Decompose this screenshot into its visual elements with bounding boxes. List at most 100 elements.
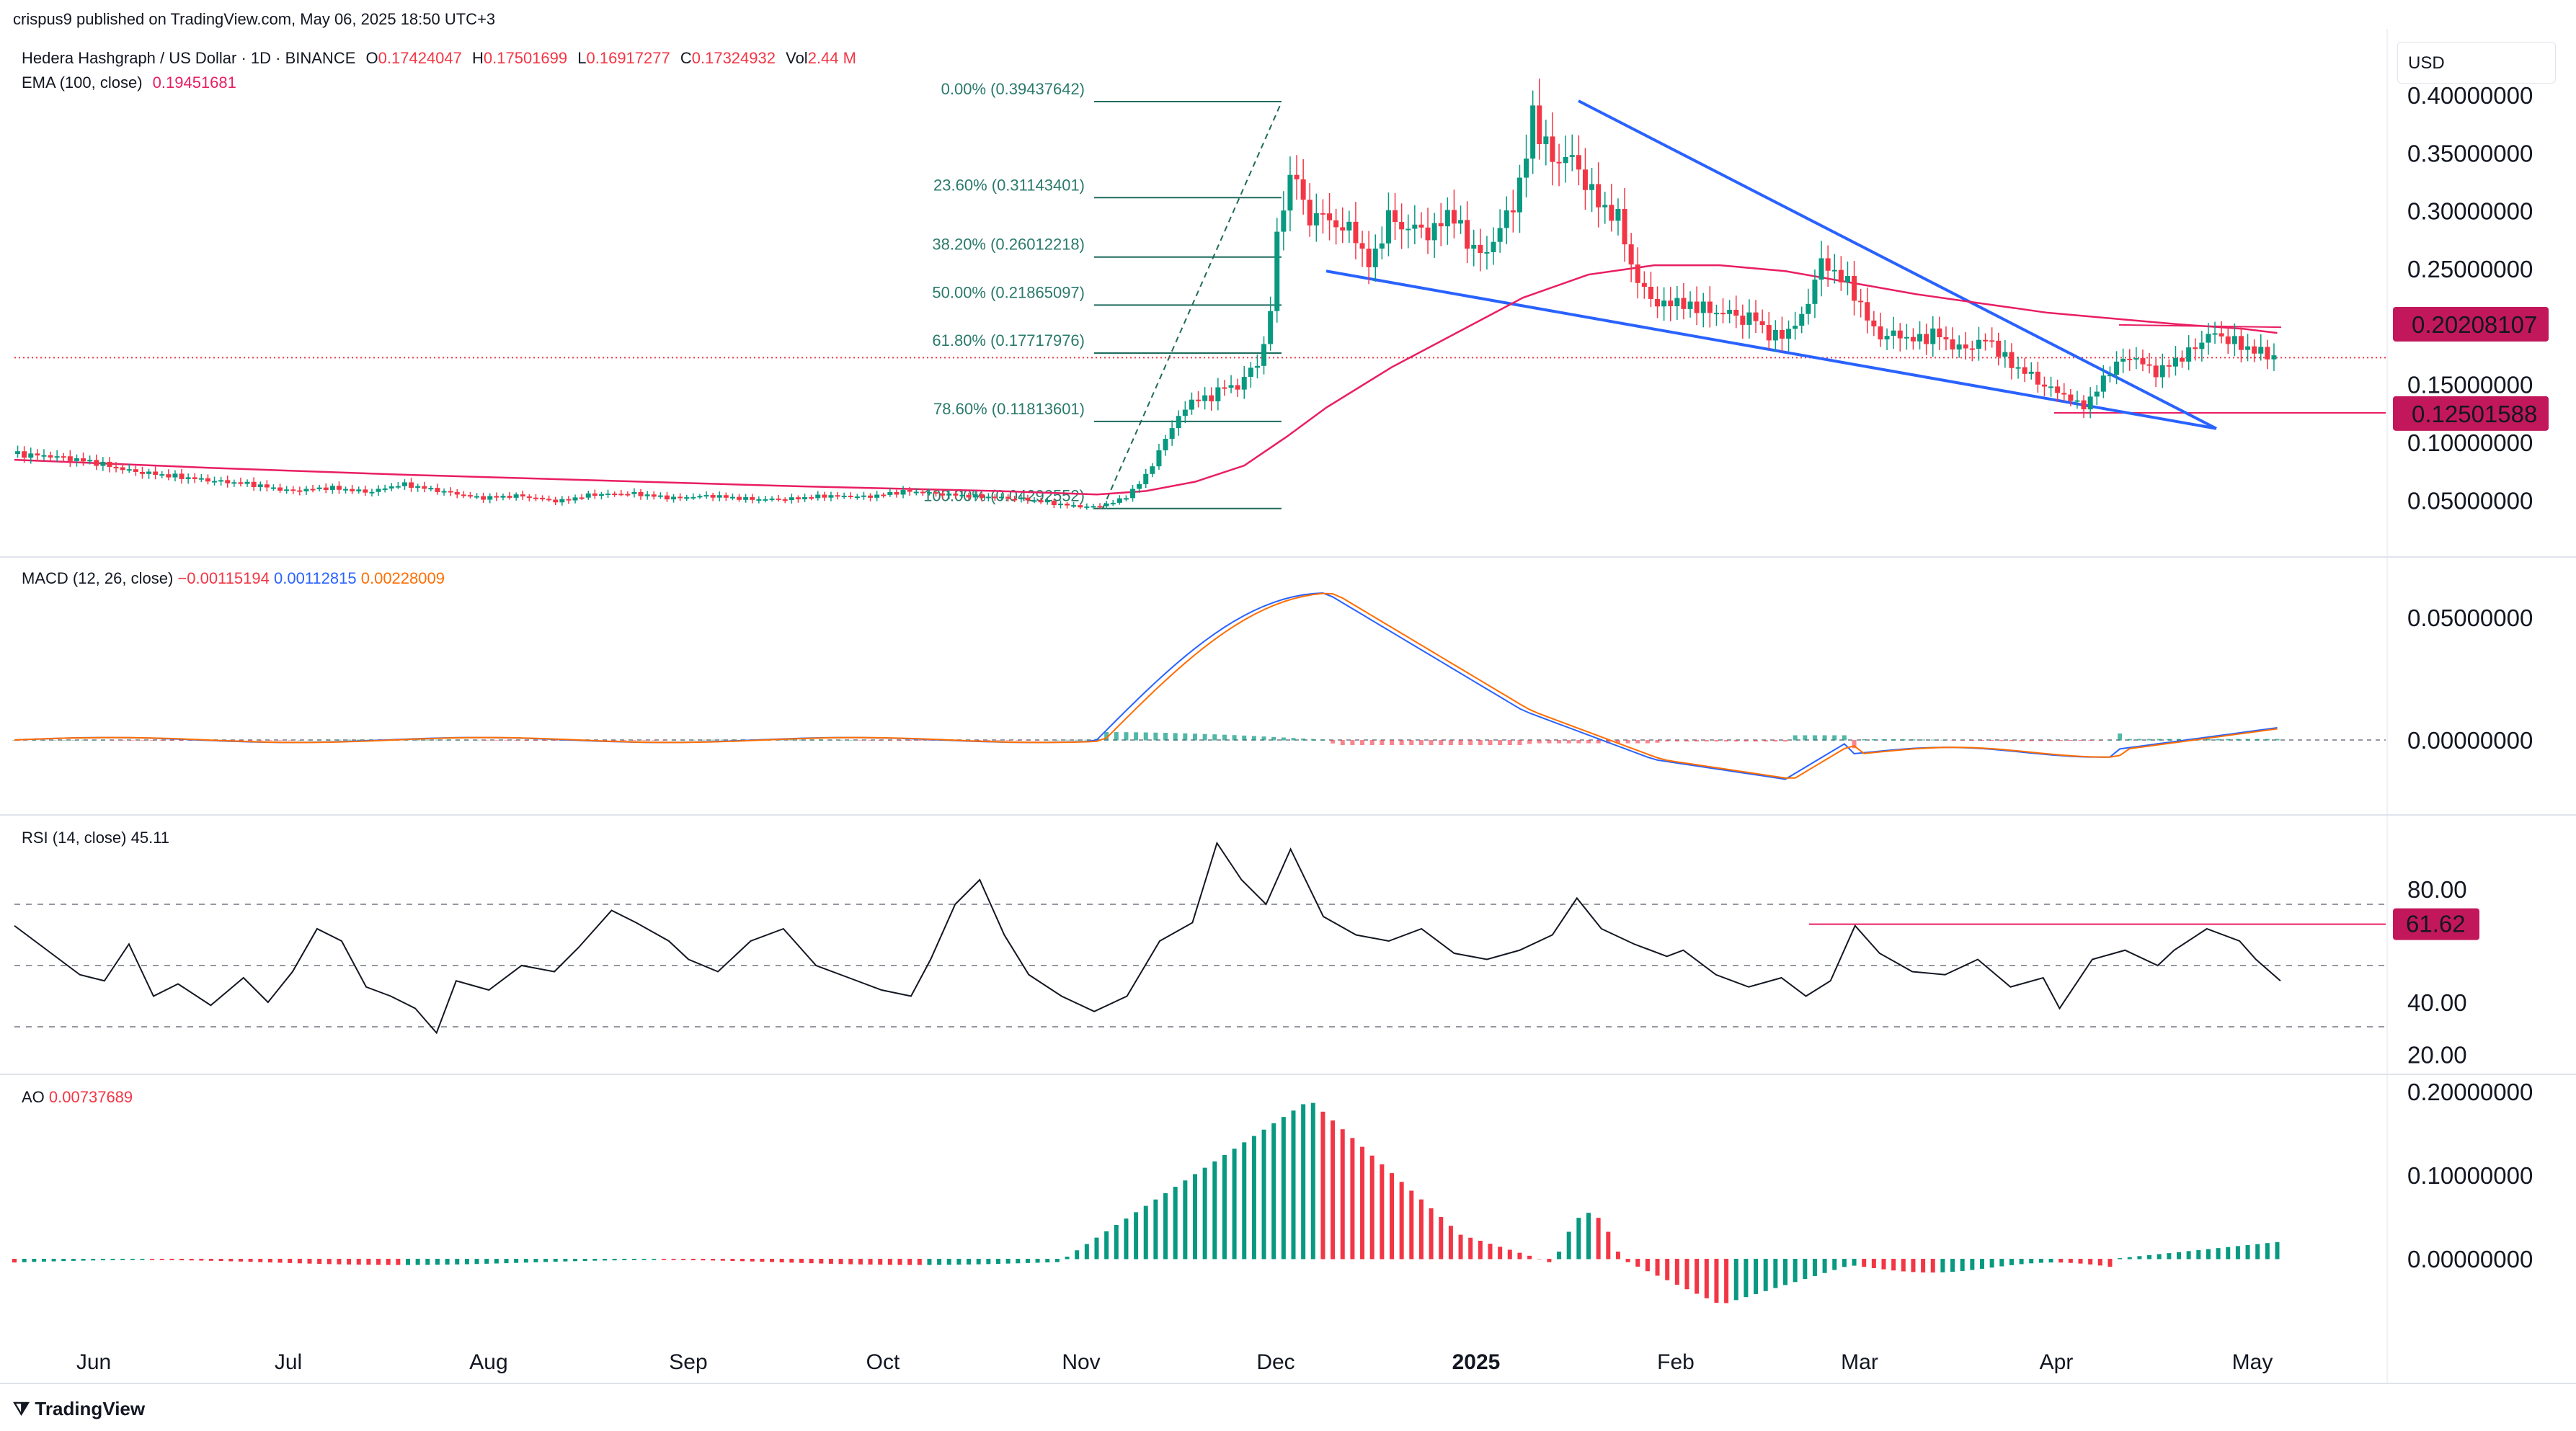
candle-body <box>1346 221 1352 231</box>
candle-body <box>841 495 847 497</box>
candle-body <box>487 496 493 500</box>
candle-body <box>2055 386 2061 393</box>
ao-bar <box>1733 1259 1738 1301</box>
time-tick-label: Nov <box>1062 1350 1100 1374</box>
candle-body <box>376 489 381 492</box>
candle-body <box>1812 280 1818 304</box>
macd-histogram-bar <box>1645 740 1650 744</box>
ao-bar <box>603 1259 607 1261</box>
ao-bar <box>927 1259 932 1265</box>
candle-body <box>743 496 749 500</box>
ao-bar <box>1989 1259 1994 1268</box>
ao-bar <box>1871 1259 1876 1268</box>
ao-bar <box>1793 1259 1798 1283</box>
macd-histogram-bar <box>641 740 647 741</box>
candle-body <box>1576 155 1581 170</box>
candle-body <box>74 458 79 461</box>
macd-histogram-bar <box>1871 739 1876 741</box>
ao-bar <box>1350 1138 1355 1260</box>
macd-histogram-bar <box>2078 740 2083 741</box>
candle-body <box>1924 334 1929 344</box>
candle-body <box>494 496 499 498</box>
time-tick-label: Dec <box>1256 1350 1294 1374</box>
ao-bar <box>2137 1256 2142 1260</box>
macd-histogram-bar <box>1478 740 1483 746</box>
ao-bar <box>1222 1155 1227 1260</box>
macd-legend[interactable]: MACD (12, 26, close) −0.00115194 0.00112… <box>22 569 445 588</box>
ao-bar <box>1488 1244 1493 1260</box>
rsi-legend[interactable]: RSI (14, close) 45.11 <box>22 829 169 847</box>
ao-bar <box>2235 1246 2240 1260</box>
ao-bar <box>1773 1259 1778 1288</box>
macd-histogram-bar <box>1193 734 1197 741</box>
candle-body <box>1202 395 1208 401</box>
candle-body <box>2061 393 2067 395</box>
candle-body <box>1530 105 1536 159</box>
macd-histogram-bar <box>848 739 853 741</box>
macd-histogram-bar <box>445 739 450 741</box>
macd-histogram-bar <box>1163 733 1168 741</box>
ao-bar <box>661 1259 666 1260</box>
macd-histogram-bar <box>1202 734 1207 741</box>
ao-bar <box>1016 1259 1021 1264</box>
ao-bar <box>307 1259 312 1264</box>
candle-body <box>1516 177 1522 213</box>
ao-bar <box>2009 1259 2014 1265</box>
candle-body <box>126 469 132 471</box>
ao-bar <box>533 1259 538 1262</box>
candle-body <box>900 489 906 495</box>
currency-button[interactable]: USD <box>2397 42 2556 84</box>
macd-histogram-bar <box>1281 737 1286 741</box>
candle-body <box>382 488 388 490</box>
ao-bar <box>1665 1259 1670 1280</box>
symbol-title[interactable]: Hedera Hashgraph / US Dollar · 1D · BINA… <box>22 49 356 67</box>
ao-bar <box>110 1259 115 1260</box>
macd-histogram-bar <box>277 740 283 741</box>
ao-bar <box>51 1259 56 1262</box>
macd-histogram-bar <box>1084 739 1089 741</box>
candle-body <box>139 471 145 474</box>
ao-bar <box>22 1259 27 1262</box>
ao-bar <box>592 1259 598 1261</box>
macd-signal-value: 0.00228009 <box>360 569 445 587</box>
ao-bar <box>1911 1259 1916 1272</box>
candle-body <box>356 489 362 491</box>
candle-body <box>1648 286 1653 299</box>
candle-body <box>1733 309 1739 316</box>
ao-bar <box>2245 1244 2250 1260</box>
ema-value: 0.19451681 <box>152 73 236 92</box>
ao-bar <box>967 1259 972 1265</box>
candle-body <box>48 455 53 458</box>
candle-body <box>428 488 434 490</box>
macd-histogram-bar <box>1635 740 1640 744</box>
candle-body <box>192 477 197 479</box>
ao-bar <box>1173 1187 1178 1260</box>
candle-body <box>35 453 40 456</box>
ao-bar <box>2097 1259 2102 1266</box>
ao-bar <box>1005 1259 1011 1264</box>
candle-body <box>579 497 585 499</box>
price-tick-label: 0.15000000 <box>2407 372 2533 398</box>
candle-body <box>1281 210 1287 232</box>
macd-histogram-bar <box>1212 734 1217 741</box>
ao-bar <box>1331 1120 1336 1260</box>
ema-legend[interactable]: EMA (100, close) 0.19451681 <box>22 73 242 92</box>
candle-body <box>625 494 631 496</box>
candle-body <box>1628 244 1634 265</box>
candle-body <box>94 460 99 466</box>
macd-histogram-bar <box>1251 736 1256 741</box>
macd-signal-line <box>14 592 2278 779</box>
candle-body <box>1589 184 1595 190</box>
macd-histogram-bar <box>1183 733 1188 741</box>
ao-legend[interactable]: AO 0.00737689 <box>22 1088 133 1107</box>
candle-body <box>1458 220 1464 224</box>
candle-body <box>1556 161 1562 164</box>
candle-body <box>2015 367 2021 369</box>
tradingview-brand[interactable]: ⧩ TradingView <box>13 1398 145 1421</box>
macd-histogram-bar <box>1222 734 1227 741</box>
ao-bar <box>494 1259 499 1264</box>
ao-bar <box>2058 1259 2064 1263</box>
fib-trend-line <box>1102 102 1282 509</box>
ao-bar <box>828 1259 833 1264</box>
